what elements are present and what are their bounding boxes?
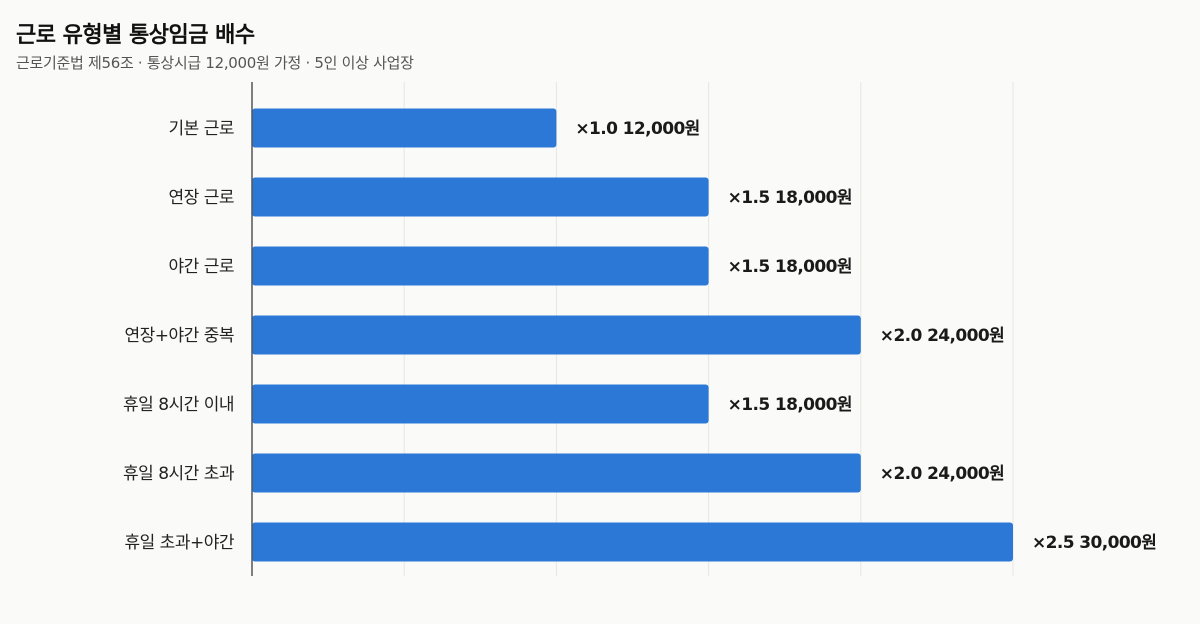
category-label: 휴일 초과+야간: [125, 533, 235, 553]
data-label: ×2.0 24,000원: [880, 464, 1004, 484]
category-label: 야간 근로: [169, 257, 234, 277]
category-label: 휴일 8시간 초과: [123, 464, 235, 484]
value-labels: ×1.0 12,000원 ×1.5 18,000원 ×1.5 18,000원 ×2.0…: [575, 119, 1157, 553]
chart-title: 근로 유형별 통상임금 배수: [16, 23, 255, 48]
bar: [252, 453, 861, 493]
data-label: ×2.5 30,000원: [1032, 533, 1156, 553]
category-label: 연장 근로: [169, 188, 234, 208]
data-label: ×1.5 18,000원: [728, 188, 852, 208]
bar: [252, 384, 709, 424]
category-label: 연장+야간 중복: [125, 326, 235, 346]
bar: [252, 315, 861, 355]
data-label: ×1.5 18,000원: [728, 395, 852, 415]
category-label: 기본 근로: [169, 119, 234, 139]
bars: [252, 108, 1013, 562]
category-label: 휴일 8시간 이내: [123, 395, 234, 415]
bar: [252, 177, 709, 217]
data-label: ×2.0 24,000원: [880, 326, 1004, 346]
bar: [252, 108, 557, 148]
data-label: ×1.5 18,000원: [728, 257, 852, 277]
chart-subtitle: 근로기준법 제56조 · 통상시급 12,000원 가정 · 5인 이상 사업장: [16, 54, 414, 72]
bar: [252, 246, 709, 286]
data-label: ×1.0 12,000원: [575, 119, 699, 139]
bar: [252, 522, 1013, 562]
